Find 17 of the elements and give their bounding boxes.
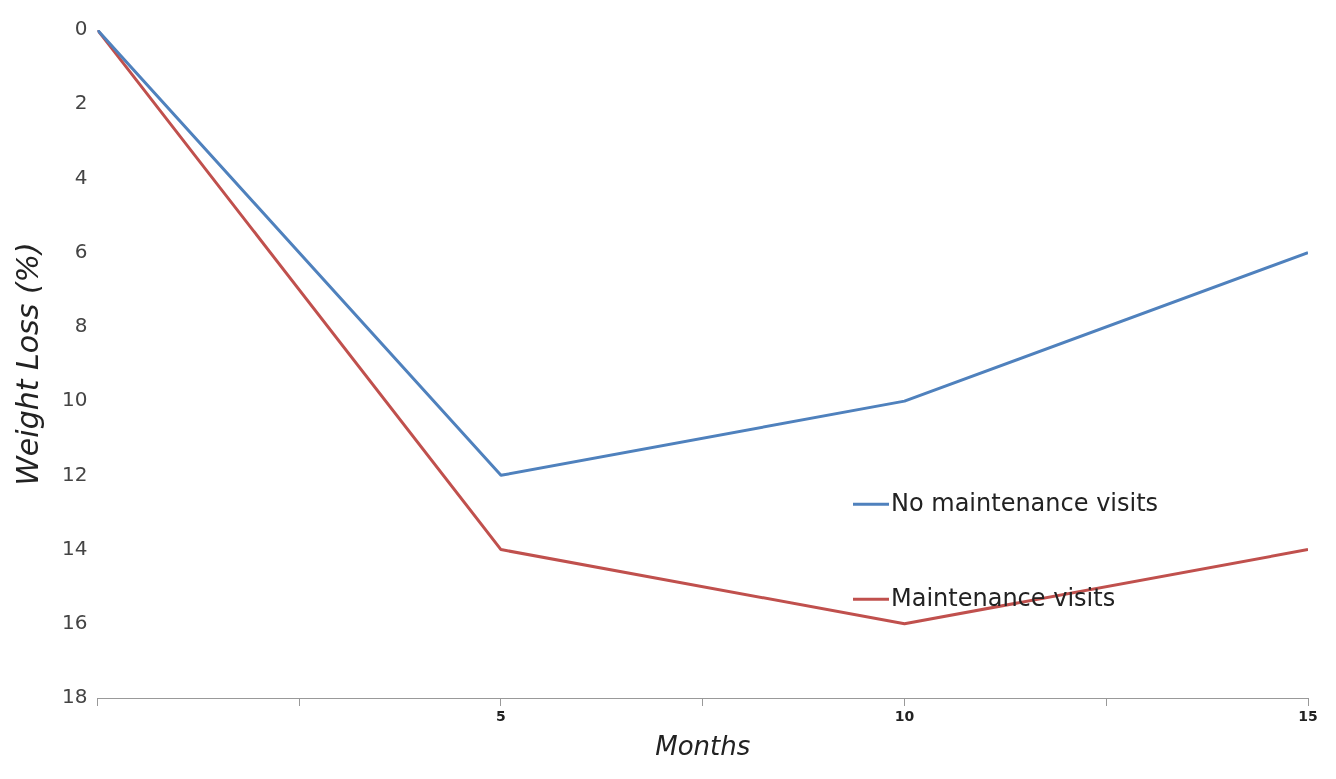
- y-tick-label: 6: [74, 238, 88, 263]
- x-tick-label: 10: [894, 708, 915, 725]
- x-tick-label: 15: [1298, 708, 1318, 725]
- y-tick-label: 14: [62, 535, 88, 560]
- y-tick-label: 8: [74, 313, 88, 338]
- y-tick-label: 4: [74, 164, 88, 189]
- y-tick-label: 0: [74, 16, 88, 41]
- y-tick-label: 2: [74, 90, 88, 115]
- legend-label: Maintenance visits: [891, 583, 1116, 612]
- y-tick-label: 10: [62, 387, 88, 412]
- y-axis-title: Weight Loss (%): [9, 242, 45, 486]
- legend-label: No maintenance visits: [891, 488, 1159, 517]
- y-tick-label: 12: [62, 461, 88, 486]
- x-tick-label: 5: [496, 708, 506, 725]
- y-tick-label: 18: [62, 684, 88, 709]
- y-tick-label: 16: [62, 609, 88, 634]
- x-axis-title: Months: [655, 731, 751, 762]
